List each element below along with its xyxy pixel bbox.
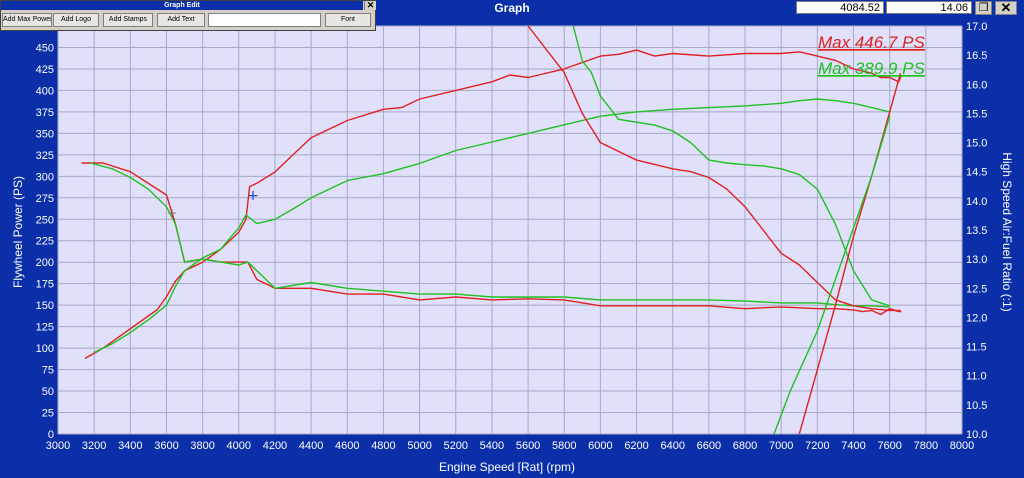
- graph-edit-toolbar: Graph Edit ✕ Add Max Power Add Logo Add …: [0, 0, 376, 31]
- add-stamps-button[interactable]: Add Stamps: [103, 13, 153, 27]
- y-right-tick-label: 12.5: [966, 283, 987, 295]
- y-right-tick-label: 15.5: [966, 108, 987, 120]
- y-left-tick-label: 25: [42, 408, 54, 420]
- y-left-tick-label: 125: [36, 322, 54, 334]
- y-right-tick-label: 17.0: [966, 21, 987, 33]
- y-right-tick-label: 13.5: [966, 225, 987, 237]
- restore-window-icon[interactable]: ❐: [975, 1, 992, 15]
- x-tick-label: 4200: [263, 440, 287, 452]
- y-left-tick-label: 75: [42, 365, 54, 377]
- series-line-green-3: [90, 162, 890, 308]
- y-left-tick-label: 250: [36, 214, 54, 226]
- y-right-tick-label: 10.5: [966, 400, 987, 412]
- x-tick-label: 4400: [299, 440, 323, 452]
- y-left-tick-label: 100: [36, 343, 54, 355]
- y-right-tick-label: 11.0: [966, 371, 987, 383]
- font-button[interactable]: Font: [325, 13, 371, 27]
- series-layer: [81, 25, 903, 435]
- y-right-tick-label: 12.0: [966, 312, 987, 324]
- y-right-tick-label: 14.0: [966, 196, 987, 208]
- x-tick-label: 5400: [480, 440, 504, 452]
- x-tick-label: 6200: [624, 440, 648, 452]
- y-left-tick-label: 175: [36, 279, 54, 291]
- cursor-markers: + +: [167, 188, 259, 220]
- graph-edit-title: Graph Edit: [1, 1, 363, 10]
- y-right-tick-label: 14.5: [966, 167, 987, 179]
- x-tick-label: 5800: [552, 440, 576, 452]
- y-right-tick-label: 11.5: [966, 342, 987, 354]
- y-left-tick-label: 350: [36, 128, 54, 140]
- grid: [57, 25, 963, 435]
- x-tick-label: 3400: [118, 440, 142, 452]
- x-tick-label: 6000: [588, 440, 612, 452]
- x-tick-label: 7400: [841, 440, 865, 452]
- y-left-tick-label: 325: [36, 150, 54, 162]
- x-tick-label: 8000: [950, 440, 974, 452]
- x-tick-label: 5000: [407, 440, 431, 452]
- x-tick-label: 6800: [733, 440, 757, 452]
- y-right-tick-label: 15.0: [966, 138, 987, 150]
- legend-green-max: Max 389.9 PS: [818, 59, 925, 78]
- y-left-tick-label: 50: [42, 386, 54, 398]
- y-right-tick-label: 13.0: [966, 254, 987, 266]
- y-left-tick-label: 200: [36, 257, 54, 269]
- plot-area: [58, 26, 962, 434]
- y-left-tick-label: 0: [48, 429, 54, 441]
- y-left-tick-label: 300: [36, 171, 54, 183]
- y-left-tick-label: 275: [36, 193, 54, 205]
- y-left-tick-label: 425: [36, 64, 54, 76]
- y-left-tick-label: 450: [36, 42, 54, 54]
- cursor-value-readout: 14.06: [886, 1, 972, 14]
- series-line-green-5: [572, 25, 890, 307]
- x-tick-label: 7800: [914, 440, 938, 452]
- x-tick-label: 3600: [154, 440, 178, 452]
- x-tick-label: 4000: [227, 440, 251, 452]
- x-tick-label: 4600: [335, 440, 359, 452]
- add-logo-button[interactable]: Add Logo: [53, 13, 99, 27]
- close-icon[interactable]: ✕: [364, 1, 376, 10]
- y-right-tick-label: 16.5: [966, 50, 987, 62]
- series-line-red-6: [798, 73, 902, 435]
- x-tick-label: 4800: [371, 440, 395, 452]
- y-left-tick-label: 225: [36, 236, 54, 248]
- cursor-marker-grey: +: [167, 206, 177, 220]
- x-tick-label: 7600: [877, 440, 901, 452]
- add-text-button[interactable]: Add Text: [157, 13, 205, 27]
- y-left-tick-label: 400: [36, 85, 54, 97]
- legend-red-max: Max 446.7 PS: [818, 33, 925, 52]
- y-right-tick-label: 10.0: [966, 429, 987, 441]
- x-axis-label: Engine Speed [Rat] (rpm): [439, 460, 575, 474]
- x-tick-label: 5600: [516, 440, 540, 452]
- cursor-rpm-readout: 4084.52: [796, 1, 884, 14]
- window-title: Graph: [494, 1, 530, 15]
- y-axis-right-label: High Speed Air:Fuel Ratio (:1): [1000, 152, 1014, 311]
- series-line-green-7: [773, 115, 891, 435]
- graph-text-input[interactable]: [208, 13, 321, 27]
- x-tick-label: 3000: [46, 440, 70, 452]
- x-tick-label: 5200: [444, 440, 468, 452]
- series-line-red-4: [527, 25, 901, 312]
- cursor-marker-blue: +: [247, 188, 259, 204]
- x-tick-label: 3800: [190, 440, 214, 452]
- y-left-tick-label: 375: [36, 107, 54, 119]
- x-tick-label: 6600: [697, 440, 721, 452]
- y-right-tick-label: 16.0: [966, 79, 987, 91]
- y-left-tick-label: 150: [36, 300, 54, 312]
- x-tick-label: 7200: [805, 440, 829, 452]
- series-line-green-1: [93, 98, 890, 354]
- close-window-icon[interactable]: ✕: [995, 1, 1017, 15]
- dyno-chart[interactable]: 3000 3200 3400 3600 3800 4000 4200 4400 4600 4800…: [0, 16, 1024, 478]
- x-tick-label: 6400: [660, 440, 684, 452]
- x-tick-label: 3200: [82, 440, 106, 452]
- add-max-power-button[interactable]: Add Max Power: [2, 13, 52, 27]
- y-axis-left-label: Flywheel Power (PS): [11, 176, 25, 288]
- x-tick-label: 7000: [769, 440, 793, 452]
